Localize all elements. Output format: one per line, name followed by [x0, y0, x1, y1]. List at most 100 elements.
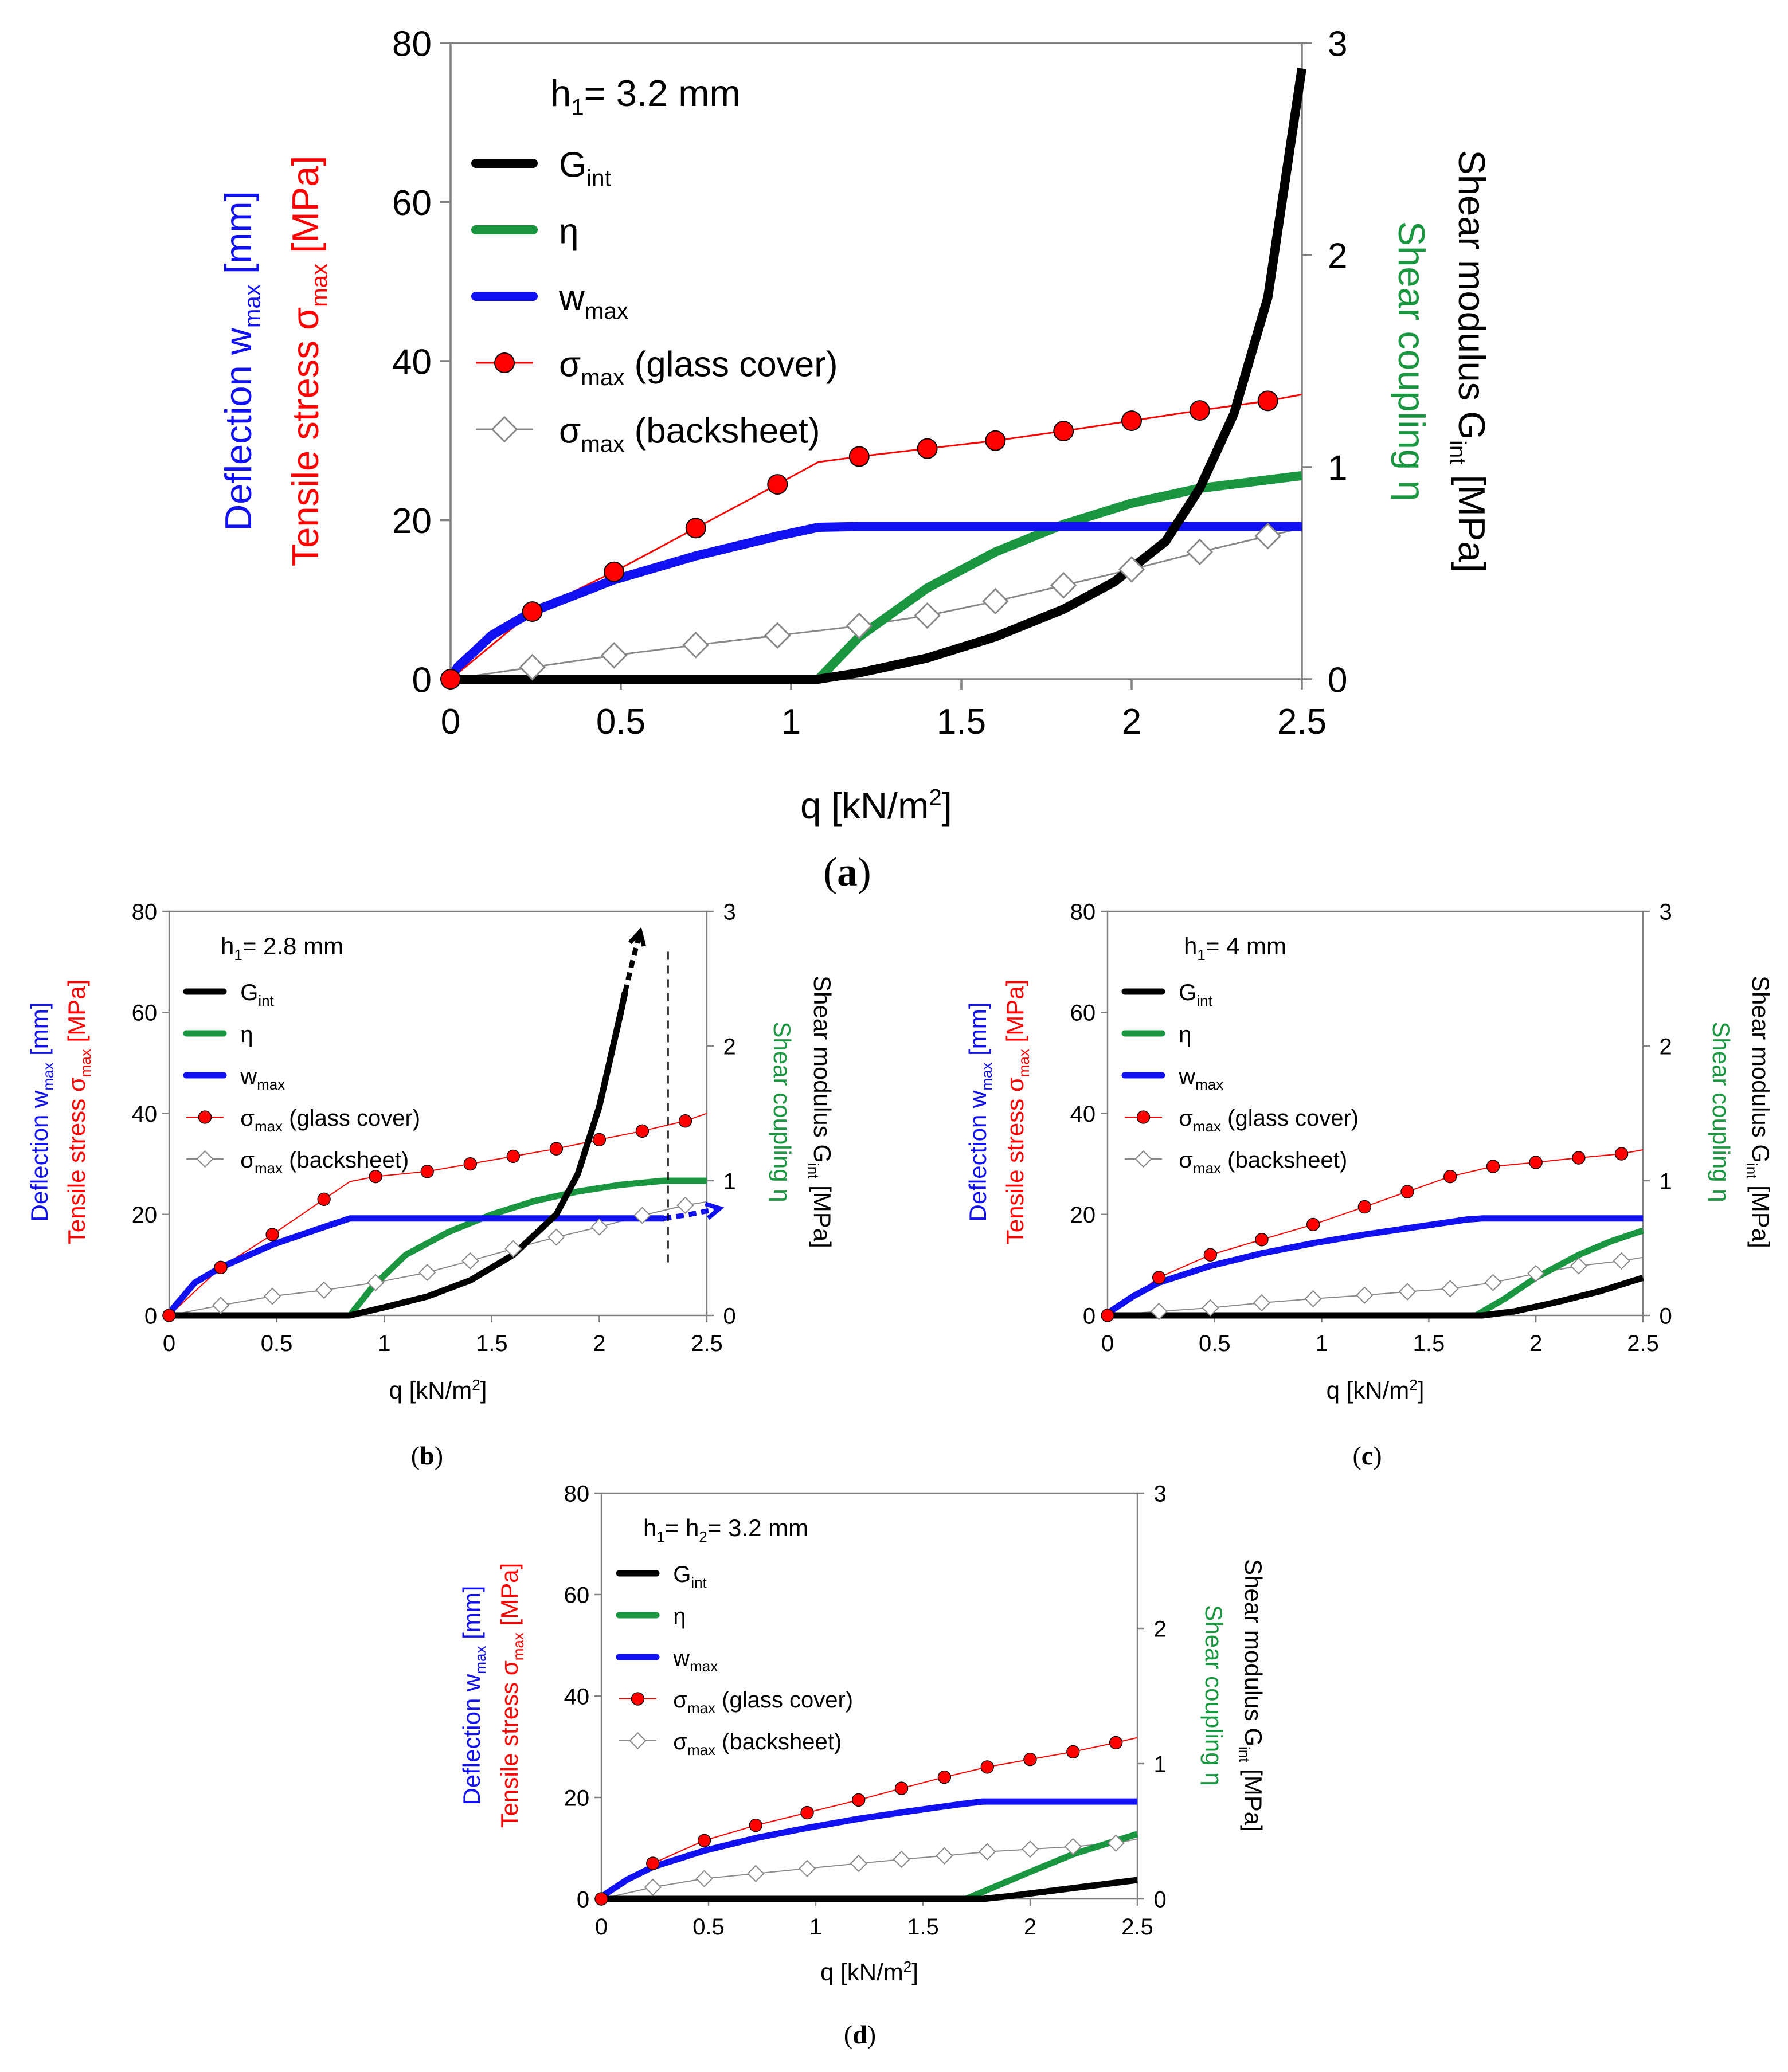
sigma-backsheet-marker [600, 642, 628, 669]
gint-arrow-dash [623, 931, 643, 993]
y-left-tick-label: 0 [577, 1887, 589, 1912]
sigma-backsheet-marker [1253, 1294, 1271, 1312]
y-right-tick-label: 1 [1328, 448, 1347, 488]
series-sigma-glass-line [450, 393, 1302, 680]
y-left-tick-label: 0 [144, 1303, 157, 1329]
sigma-backsheet-marker [893, 1850, 910, 1869]
series-wmax-line [1105, 1215, 1643, 1318]
legend-label-sb: σmax (backsheet) [240, 1147, 409, 1177]
sigma-glass-marker [1443, 1169, 1457, 1184]
sigma-backsheet-marker [1527, 1264, 1545, 1283]
thickness-annotation: h1= 2.8 mm [221, 933, 343, 963]
sigma-glass-marker [937, 1770, 952, 1784]
y-right-tick-label: 1 [1154, 1752, 1167, 1777]
legend-label-sg: σmax (glass cover) [673, 1687, 853, 1717]
panel-caption: (b) [411, 1441, 443, 1470]
sigma-glass-marker [592, 1133, 607, 1146]
y-right-tick-label: 3 [1660, 899, 1672, 925]
panel-caption: (d) [844, 2020, 876, 2049]
x-tick-label: 0.5 [1199, 1331, 1231, 1356]
sigma-glass-marker [369, 1169, 382, 1184]
legend-marker [196, 1150, 214, 1168]
sigma-backsheet-marker [633, 1207, 651, 1224]
thickness-annotation: h1= 3.2 mm [550, 72, 741, 120]
sigma-backsheet-marker [367, 1274, 385, 1291]
y-left-tick-label: 60 [392, 183, 432, 223]
legend-label-w: wmax [1178, 1064, 1223, 1093]
y-left-tick-label: 40 [132, 1102, 158, 1127]
y-right-tick-label: 3 [1154, 1481, 1167, 1506]
y-left-tick-label: 80 [564, 1481, 590, 1506]
sigma-backsheet-marker [747, 1865, 765, 1882]
sigma-glass-marker [1257, 390, 1278, 412]
x-tick-label: 2.5 [1121, 1914, 1153, 1940]
sigma-glass-marker [317, 1192, 331, 1206]
sigma-backsheet-marker [1050, 571, 1077, 599]
sigma-backsheet-marker [850, 1854, 867, 1873]
x-axis-label: q [kN/m2] [389, 1376, 487, 1404]
y-right-tick-label: 2 [1154, 1616, 1167, 1642]
sigma-backsheet-marker [590, 1218, 608, 1236]
sigma-glass-marker [420, 1165, 434, 1178]
legend-label-sb: σmax (backsheet) [559, 412, 820, 457]
y-right-label-shear-coupling: Shear coupling η [1200, 1605, 1227, 1785]
sigma-backsheet-marker [695, 1870, 713, 1887]
sigma-glass-marker [800, 1805, 814, 1820]
x-tick-label: 2 [1024, 1914, 1036, 1940]
legend-marker [1134, 1150, 1152, 1168]
panel-caption: (a) [823, 849, 871, 895]
sigma-glass-marker [214, 1260, 228, 1274]
sigma-glass-marker [848, 446, 870, 467]
sigma-glass-marker [1152, 1271, 1166, 1284]
legend-label-sg: σmax (glass cover) [240, 1106, 420, 1135]
legend-label-eta: η [673, 1604, 686, 1629]
sigma-backsheet-marker [676, 1196, 694, 1215]
legend-label-G: Gint [559, 146, 611, 191]
sigma-glass-marker [162, 1309, 176, 1322]
sigma-backsheet-marker [212, 1297, 230, 1314]
legend-marker [494, 352, 515, 373]
sigma-glass-marker [549, 1142, 564, 1156]
sigma-glass-marker [1189, 400, 1210, 421]
y-right-tick-label: 0 [1660, 1303, 1672, 1329]
sigma-backsheet-marker [461, 1252, 479, 1270]
y-left-tick-label: 20 [392, 502, 432, 541]
y-right-tick-label: 0 [1154, 1887, 1167, 1912]
sigma-glass-marker [894, 1781, 909, 1795]
y-left-tick-label: 80 [392, 24, 432, 64]
x-tick-label: 0 [1101, 1331, 1114, 1356]
x-tick-label: 0.5 [692, 1914, 725, 1940]
y-right-label-shear-coupling: Shear coupling η [1391, 221, 1433, 502]
sigma-backsheet-marker [846, 612, 873, 640]
sigma-glass-marker [917, 438, 938, 459]
sigma-glass-marker [604, 561, 625, 582]
series-gint-line [451, 68, 1306, 684]
x-tick-label: 2.5 [691, 1331, 723, 1356]
y-right-tick-label: 3 [1328, 24, 1347, 64]
wmax-arrow-head [705, 1201, 725, 1220]
sigma-backsheet-marker [263, 1287, 281, 1305]
y-left-tick-label: 60 [564, 1583, 590, 1608]
x-tick-label: 2 [1122, 702, 1141, 742]
legend-label-w: wmax [672, 1646, 718, 1675]
sigma-glass-marker [463, 1157, 477, 1171]
sigma-backsheet-marker [1118, 556, 1145, 583]
x-tick-label: 0 [163, 1331, 175, 1356]
y-left-tick-label: 80 [132, 899, 158, 925]
y-left-label-deflection: Deflection wmax [mm] [964, 1002, 995, 1222]
x-tick-label: 1 [1315, 1331, 1328, 1356]
y-right-label-shear-modulus: Shear modulus Gint [MPa] [1743, 976, 1774, 1248]
sigma-glass-marker [506, 1149, 520, 1164]
sigma-backsheet-marker [418, 1263, 436, 1282]
series-gint-line [601, 1877, 1138, 1902]
sigma-backsheet-marker [644, 1878, 662, 1896]
legend-label-sb: σmax (backsheet) [673, 1729, 842, 1758]
x-axis-label: q [kN/m2] [1327, 1376, 1425, 1404]
y-right-label-shear-coupling: Shear coupling η [1708, 1021, 1735, 1202]
legend-label-w: wmax [558, 279, 628, 324]
sigma-backsheet-marker [1150, 1302, 1168, 1321]
sigma-glass-marker [1023, 1752, 1037, 1767]
